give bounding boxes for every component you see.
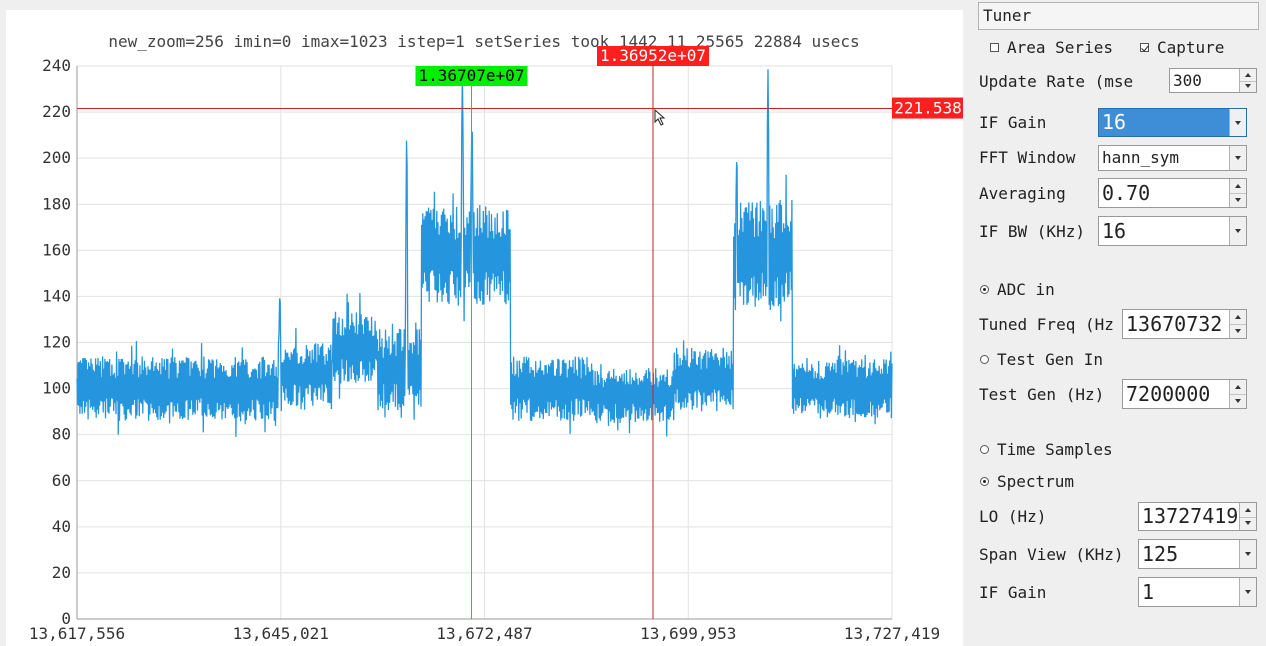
spectrum-chart[interactable]: new_zoom=256 imin=0 imax=1023 istep=1 se… bbox=[6, 10, 963, 646]
spectrum-label: Spectrum bbox=[997, 472, 1075, 491]
tuned-freq-value: 13670732 bbox=[1126, 312, 1223, 336]
frequency-cursor-label: 1.36707e+07 bbox=[418, 66, 524, 85]
spectrum-radio[interactable] bbox=[980, 477, 989, 486]
y-tick-label: 180 bbox=[42, 194, 71, 213]
test-gen-in-label: Test Gen In bbox=[997, 350, 1103, 369]
lo-spinbox[interactable]: 13727419 bbox=[1138, 502, 1257, 531]
adc-in-label: ADC in bbox=[997, 280, 1055, 299]
capture-checkbox[interactable] bbox=[1140, 43, 1149, 52]
if-gain-combobox[interactable]: 16 bbox=[1098, 108, 1247, 137]
capture-label: Capture bbox=[1157, 38, 1225, 57]
y-tick-label: 0 bbox=[61, 609, 71, 628]
update-rate-value: 300 bbox=[1173, 71, 1202, 90]
if-bw-combobox[interactable]: 16 bbox=[1098, 216, 1247, 246]
y-tick-label: 80 bbox=[52, 425, 71, 444]
averaging-spin-buttons[interactable] bbox=[1229, 179, 1246, 207]
span-view-label: Span View (KHz) bbox=[979, 545, 1124, 564]
y-tick-label: 240 bbox=[42, 56, 71, 75]
test-gen-value: 7200000 bbox=[1126, 382, 1211, 406]
fft-window-value: hann_sym bbox=[1102, 148, 1180, 167]
test-gen-label: Test Gen (Hz) bbox=[979, 385, 1105, 404]
frequency-cursor-label-bg bbox=[415, 66, 528, 86]
chevron-down-icon[interactable] bbox=[1239, 540, 1256, 568]
time-samples-label: Time Samples bbox=[997, 440, 1113, 459]
chevron-down-icon[interactable] bbox=[1239, 578, 1256, 606]
if-gain-2-label: IF Gain bbox=[979, 583, 1047, 602]
lo-spin-buttons[interactable] bbox=[1239, 503, 1256, 530]
span-view-combobox[interactable]: 125 bbox=[1138, 539, 1257, 569]
level-marker-label: 221.538 bbox=[894, 99, 961, 118]
tuned-freq-label: Tuned Freq (Hz bbox=[979, 315, 1114, 334]
if-gain-2-combobox[interactable]: 1 bbox=[1138, 577, 1257, 607]
y-tick-label: 60 bbox=[52, 471, 71, 490]
y-tick-label: 140 bbox=[42, 286, 71, 305]
averaging-label: Averaging bbox=[979, 184, 1066, 203]
level-marker-label-bg bbox=[892, 97, 963, 119]
update-rate-spin-buttons[interactable] bbox=[1239, 69, 1256, 92]
y-tick-label: 100 bbox=[42, 379, 71, 398]
tuner-group-header[interactable]: Tuner bbox=[978, 2, 1259, 30]
span-view-value: 125 bbox=[1142, 542, 1179, 566]
tuned-freq-spin-buttons[interactable] bbox=[1229, 310, 1246, 338]
lo-label: LO (Hz) bbox=[979, 507, 1047, 526]
update-rate-spinbox[interactable]: 300 bbox=[1169, 68, 1257, 93]
area-series-label: Area Series bbox=[1007, 38, 1113, 57]
x-tick-label: 13,727,419 bbox=[844, 624, 940, 643]
y-tick-label: 40 bbox=[52, 517, 71, 536]
chevron-down-icon[interactable] bbox=[1229, 109, 1246, 136]
update-rate-label: Update Rate (mse bbox=[979, 72, 1134, 91]
lo-value: 13727419 bbox=[1142, 504, 1239, 528]
if-gain-label: IF Gain bbox=[979, 113, 1047, 132]
spectrum-series-line bbox=[76, 69, 893, 437]
y-tick-label: 220 bbox=[42, 102, 71, 121]
chart-series-layer bbox=[76, 69, 893, 437]
if-gain-2-value: 1 bbox=[1142, 580, 1155, 604]
test-gen-spin-buttons[interactable] bbox=[1229, 380, 1246, 408]
chart-axes: 0 20 40 60 80 100 120 140 160 180 200 220 240 13,617,… bbox=[29, 56, 940, 643]
averaging-spinbox[interactable]: 0.70 bbox=[1098, 178, 1247, 208]
fft-window-label: FFT Window bbox=[979, 148, 1076, 167]
frequency-cursor-label-bg bbox=[596, 46, 709, 66]
if-bw-label: IF BW (KHz) bbox=[979, 222, 1085, 241]
y-tick-label: 20 bbox=[52, 563, 71, 582]
chevron-down-icon[interactable] bbox=[1229, 217, 1246, 245]
mouse-pointer-icon bbox=[654, 108, 666, 126]
if-bw-value: 16 bbox=[1102, 219, 1127, 243]
frequency-cursor-label: 1.36952e+07 bbox=[600, 46, 706, 65]
y-tick-label: 160 bbox=[42, 240, 71, 259]
test-gen-in-radio[interactable] bbox=[980, 355, 989, 364]
fft-window-combobox[interactable]: hann_sym bbox=[1098, 145, 1247, 171]
if-gain-value: 16 bbox=[1102, 110, 1127, 134]
time-samples-radio[interactable] bbox=[980, 445, 989, 454]
chart-cursor-layer[interactable]: 221.538 1.36707e+07 1.36952e+07 bbox=[77, 46, 963, 619]
y-tick-label: 200 bbox=[42, 148, 71, 167]
y-tick-label: 120 bbox=[42, 333, 71, 352]
adc-in-radio[interactable] bbox=[980, 285, 989, 294]
x-tick-label: 13,672,487 bbox=[436, 624, 532, 643]
averaging-value: 0.70 bbox=[1102, 181, 1151, 205]
tuned-freq-spinbox[interactable]: 13670732 bbox=[1122, 309, 1247, 339]
chevron-down-icon[interactable] bbox=[1229, 146, 1246, 170]
x-tick-label: 13,699,953 bbox=[640, 624, 736, 643]
x-tick-label: 13,645,021 bbox=[233, 624, 329, 643]
area-series-checkbox[interactable] bbox=[990, 43, 999, 52]
test-gen-spinbox[interactable]: 7200000 bbox=[1122, 379, 1247, 409]
x-tick-label: 13,617,556 bbox=[29, 624, 125, 643]
tuner-control-panel: Tuner Area Series Capture Update Rate (m… bbox=[964, 0, 1266, 646]
chart-title: new_zoom=256 imin=0 imax=1023 istep=1 se… bbox=[108, 32, 859, 51]
chart-grid bbox=[76, 65, 893, 620]
spectrum-chart-panel[interactable]: new_zoom=256 imin=0 imax=1023 istep=1 se… bbox=[6, 10, 963, 646]
